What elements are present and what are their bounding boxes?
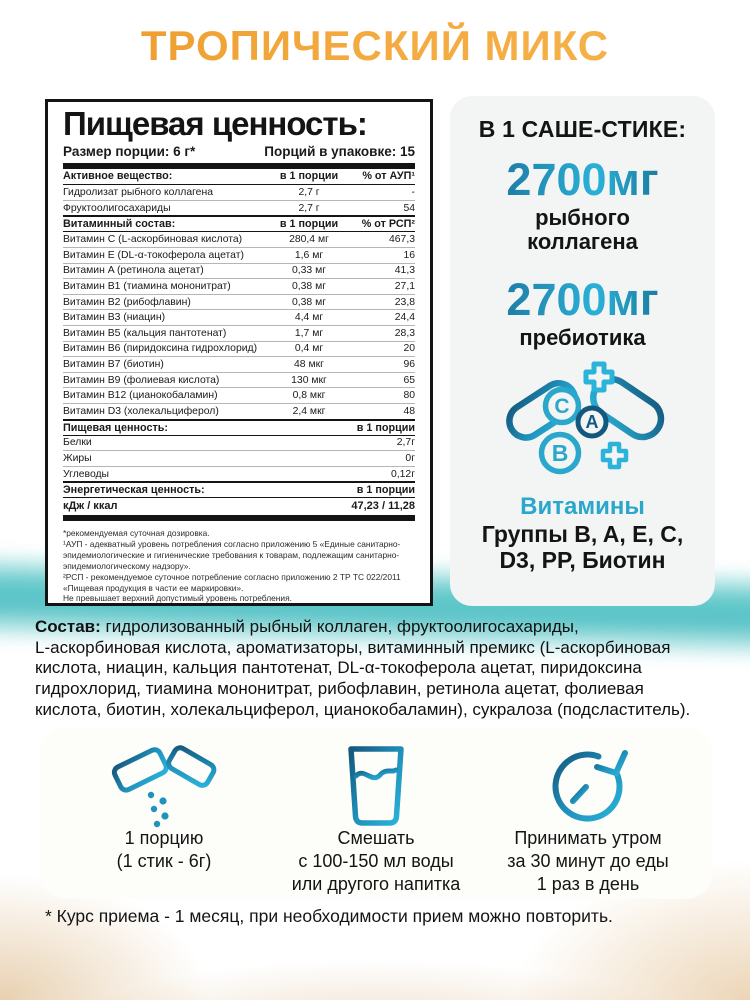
- composition-line: кислота, биотин, холекальциферол, цианок…: [35, 699, 691, 719]
- table-row: Витамин B7 (биотин) 48 мкг 96: [63, 356, 415, 372]
- food-header-row: Пищевая ценность: в 1 порции: [63, 418, 415, 435]
- table-row: Гидролизат рыбного коллагена 2,7 г-: [63, 184, 415, 200]
- table-row: Витамин B5 (кальция пантотенат) 1,7 мг 28,…: [63, 324, 415, 341]
- table-row: Витамин B6 (пиридоксина гидрохлорид) 0,4 …: [63, 340, 415, 357]
- instructions-card: 1 порцию (1 стик - 6г) Смешать с 100-150…: [40, 727, 712, 899]
- servings-per-pack: Порций в упаковке: 15: [264, 143, 415, 159]
- instruction-line: 1 раз в день: [536, 874, 640, 895]
- footer-note: * Курс приема - 1 месяц, при необходимос…: [45, 906, 613, 926]
- nutrition-facts-card: Пищевая ценность: Размер порции: 6 г* По…: [45, 99, 433, 606]
- table-row: Углеводы 0,12г: [63, 465, 415, 482]
- instruction-line: за 30 минут до еды: [507, 851, 669, 872]
- footnotes: *рекомендуемая суточная дозировка. ¹АУП -…: [63, 514, 415, 604]
- vitamins-groups-line2: D3, PP, Биотин: [499, 547, 666, 574]
- instruction-line: Смешать: [337, 828, 415, 848]
- table-row: Витамин D3 (холекальциферол) 2,4 мкг 48: [63, 402, 415, 419]
- table-row: Фруктоолигосахариды 2,7 г 54: [63, 199, 415, 216]
- instruction-line: или другого напитка: [291, 874, 461, 895]
- divider-bar: [63, 162, 415, 169]
- clock-icon: [482, 745, 694, 827]
- svg-text:B: B: [551, 440, 568, 466]
- collagen-label-line2: коллагена: [527, 228, 638, 254]
- vitamins-title: Витамины: [520, 493, 645, 521]
- instruction-line: (1 стик - 6г): [116, 851, 212, 872]
- prebiotic-amount: 2700мг: [450, 277, 715, 323]
- sachet-panel: В 1 САШЕ-СТИКЕ: 2700мг рыбного коллагена…: [450, 96, 715, 606]
- page-title: ТРОПИЧЕСКИЙ МИКС: [0, 22, 750, 70]
- nutrition-title: Пищевая ценность:: [63, 105, 368, 142]
- instruction-mix: Смешать с 100-150 мл воды или другого на…: [270, 745, 482, 896]
- instruction-timing: Принимать утром за 30 минут до еды 1 раз…: [482, 745, 694, 896]
- composition-line: гидрохлорид, тиамина мононитрат, рибофла…: [35, 679, 644, 699]
- footnote-line: Не превышает верхний допустимый уровень …: [63, 593, 292, 604]
- prebiotic-label: пребиотика: [519, 325, 646, 351]
- vitamin-rows: Витамин C (L-аскорбиновая кислота) 280,4 …: [63, 231, 415, 418]
- active-rows: Гидролизат рыбного коллагена 2,7 г - Фрукто…: [63, 184, 415, 215]
- collagen-amount: 2700мг: [450, 157, 715, 203]
- composition-label: Состав:: [35, 617, 101, 636]
- instruction-line: с 100-150 мл воды: [298, 851, 454, 872]
- vitamins-capsules-icon: C A B: [450, 358, 715, 491]
- table-row: Витамин B2 (рибофлавин) 0,38 мг 23,8: [63, 293, 415, 310]
- glass-icon: [270, 745, 482, 827]
- footnote-line: ²РСП - рекомендуемое суточное потреблени…: [63, 571, 401, 593]
- table-row: Витамин E (DL-α-токоферола ацетат) 1,6 мг…: [63, 247, 415, 263]
- composition-line: Состав: гидролизованный рыбный коллаген,…: [35, 617, 579, 636]
- energy-header-row: Энергетическая ценность: в 1 порции: [63, 481, 415, 497]
- sachet-title: В 1 САШЕ-СТИКЕ:: [478, 116, 687, 142]
- svg-text:A: A: [585, 412, 598, 432]
- instruction-line: 1 порцию: [124, 828, 204, 848]
- footnote-line: *рекомендуемая суточная дозировка.: [63, 527, 210, 538]
- footnote-line: ¹АУП - адекватный уровень потребления со…: [63, 538, 401, 571]
- table-row: Витамин B3 (ниацин) 4,4 мг 24,4: [63, 309, 415, 325]
- table-row: Витамин A (ретинола ацетат) 0,33 мг 41,3: [63, 262, 415, 279]
- table-row: Жиры 0г: [63, 450, 415, 466]
- composition-text: Состав: гидролизованный рыбный коллаген,…: [35, 617, 725, 721]
- svg-text:C: C: [554, 395, 569, 418]
- collagen-label-line1: рыбного: [535, 204, 630, 230]
- instruction-portion: 1 порцию (1 стик - 6г): [58, 745, 270, 873]
- instruction-line: Принимать утром: [514, 828, 662, 848]
- table-row: Белки 2,7г: [63, 434, 415, 451]
- energy-row: кДж / ккал 47,23 / 11,28: [63, 497, 415, 513]
- composition-line: L-аскорбиновая кислота, ароматизаторы, в…: [35, 637, 671, 657]
- active-header-row: Активное вещество: в 1 порции % от АУП¹: [63, 170, 415, 183]
- table-row: Витамин B12 (цианокобаламин) 0,8 мкг 80: [63, 387, 415, 403]
- serving-size: Размер порции: 6 г*: [63, 143, 196, 159]
- vitamins-groups-line1: Группы B, A, E, C,: [481, 521, 684, 548]
- sachet-pour-icon: [58, 745, 270, 828]
- vitamin-header-row: Витаминный состав: в 1 порции % от РСП²: [63, 215, 415, 231]
- composition-line: кислота, ниацин, кальция пантотенат, DL-…: [35, 658, 642, 678]
- table-row: Витамин C (L-аскорбиновая кислота) 280,4 …: [63, 231, 415, 247]
- food-rows: Белки 2,7г Жиры 0г Углеводы 0,12г: [63, 434, 415, 482]
- table-row: Витамин B9 (фолиевая кислота) 130 мкг 65: [63, 371, 415, 388]
- table-row: Витамин B1 (тиамина мононитрат) 0,38 мг 27…: [63, 278, 415, 294]
